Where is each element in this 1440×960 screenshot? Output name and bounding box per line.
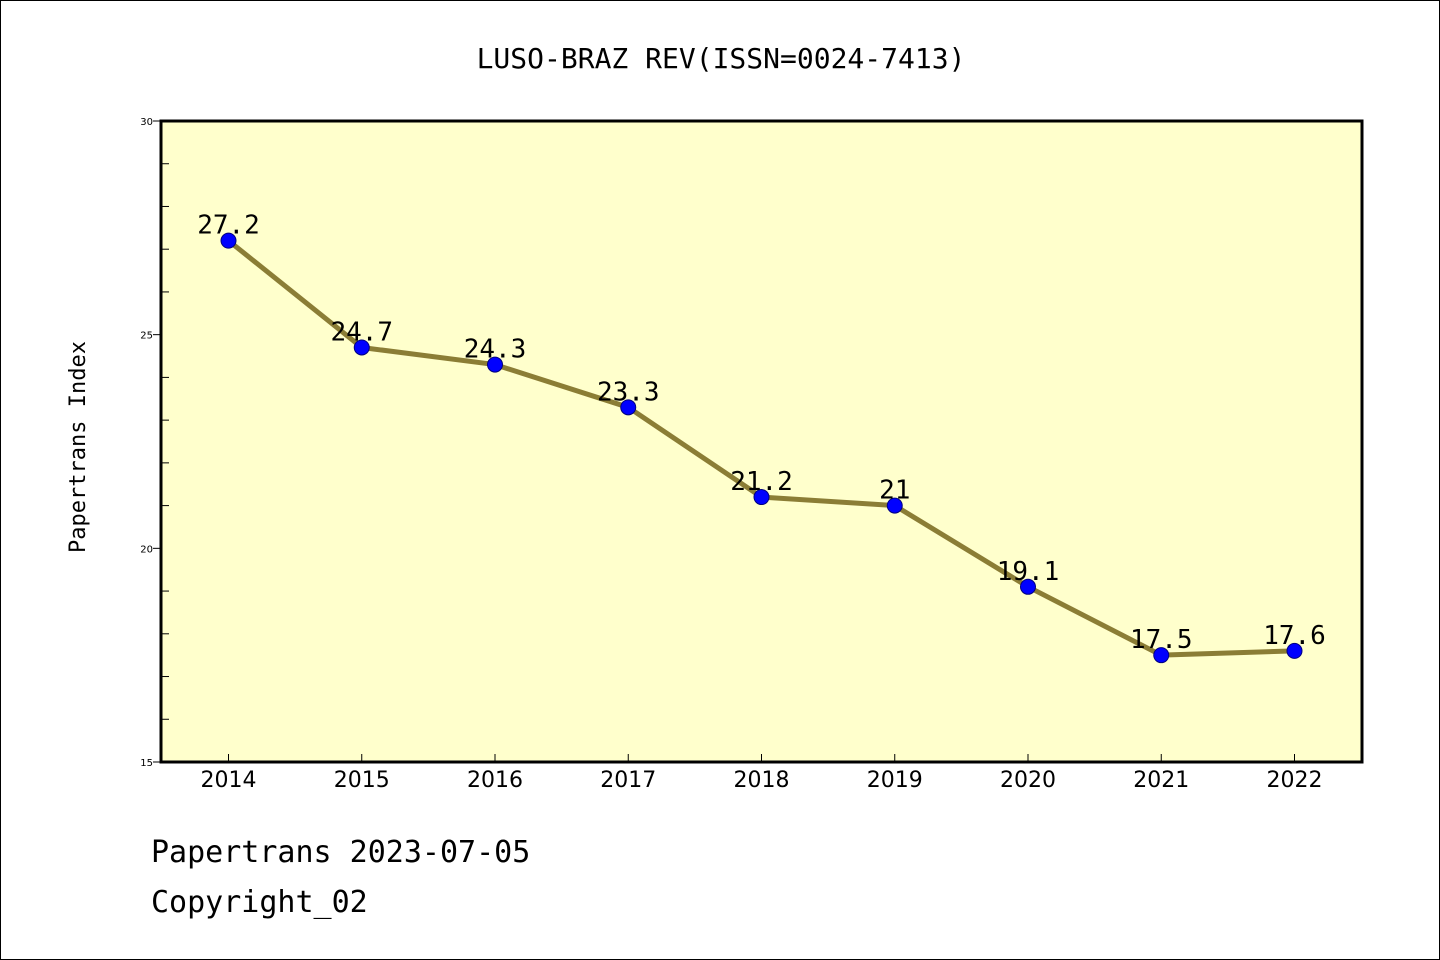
y-axis-ticks: 15 20 25 30 xyxy=(140,117,169,769)
y-tick-label: 25 xyxy=(140,331,153,342)
x-tick-label: 2014 xyxy=(201,768,257,793)
x-tick-label: 2020 xyxy=(1000,768,1056,793)
x-tick-label: 2021 xyxy=(1133,768,1189,793)
y-axis-label: Papertrans Index xyxy=(66,341,91,553)
x-tick-label: 2016 xyxy=(467,768,523,793)
data-label: 17.5 xyxy=(1130,625,1193,655)
data-point xyxy=(353,339,370,356)
data-point xyxy=(220,232,237,249)
footer-date-text: Papertrans 2023-07-05 xyxy=(151,835,531,870)
data-point xyxy=(886,497,903,514)
x-tick-label: 2018 xyxy=(734,768,790,793)
plot-area xyxy=(159,119,1364,764)
data-label: 19.1 xyxy=(997,557,1060,587)
data-label: 27.2 xyxy=(197,211,260,241)
data-label: 21.2 xyxy=(730,467,793,497)
data-point xyxy=(1153,647,1170,664)
series-group: 27.2 24.7 24.3 23.3 21.2 21 19.1 17.5 17.6 xyxy=(197,211,1326,664)
x-tick-label: 2015 xyxy=(334,768,390,793)
y-tick-label: 30 xyxy=(140,117,153,128)
data-label: 21 xyxy=(879,476,910,506)
footer-copyright-text: Copyright_02 xyxy=(151,885,368,920)
data-label: 17.6 xyxy=(1263,621,1326,651)
data-label: 23.3 xyxy=(597,377,660,407)
y-tick-label: 20 xyxy=(140,544,153,555)
data-label: 24.7 xyxy=(330,317,393,347)
x-axis-ticks: 2014 2015 2016 2017 2018 2019 2020 2021 2022 xyxy=(201,754,1323,793)
data-point xyxy=(1020,578,1036,595)
x-tick-label: 2022 xyxy=(1267,768,1323,793)
chart-title: LUSO-BRAZ REV(ISSN=0024-7413) xyxy=(477,42,966,75)
y-tick-label: 15 xyxy=(140,758,153,769)
x-tick-label: 2019 xyxy=(867,768,923,793)
data-point xyxy=(1286,642,1303,659)
x-tick-label: 2017 xyxy=(600,768,656,793)
data-label: 24.3 xyxy=(464,335,527,365)
data-point xyxy=(753,489,770,506)
data-point xyxy=(620,399,637,416)
data-point xyxy=(487,356,503,373)
